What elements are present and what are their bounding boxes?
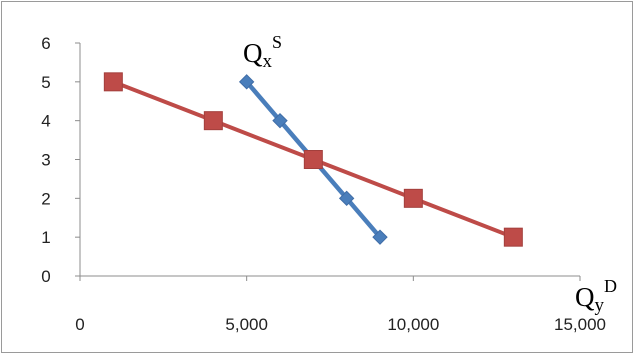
demand-curve-label: QyD — [575, 276, 617, 316]
x-tick-label: 0 — [75, 315, 84, 334]
x-tick-label: 5,000 — [225, 315, 268, 334]
x-tick-label: 10,000 — [387, 315, 439, 334]
series-2-point — [503, 227, 523, 247]
annotation-layer: QxS QyD — [243, 32, 617, 316]
y-tick-label: 2 — [41, 189, 50, 208]
y-tick-label: 4 — [41, 112, 50, 131]
y-tick-label: 3 — [41, 151, 50, 170]
series-2-point — [303, 150, 323, 169]
demand-label-sup: D — [604, 276, 617, 296]
axes: 0 1 2 3 4 5 6 0 5,000 10,000 15,000 — [41, 34, 606, 334]
demand-label-base: Q — [575, 282, 595, 312]
demand-label-sub: y — [595, 295, 605, 316]
supply-curve-label: QxS — [243, 32, 282, 72]
supply-label-sup: S — [272, 32, 282, 52]
supply-label-sub: x — [263, 51, 273, 72]
series-1-point — [238, 74, 255, 90]
series-1-point — [338, 190, 355, 207]
y-tick-label: 5 — [41, 73, 50, 92]
supply-label-base: Q — [243, 38, 263, 68]
series-2-point — [403, 188, 423, 208]
series-1-point — [272, 112, 288, 129]
y-tick-label: 6 — [41, 34, 50, 53]
series-2-point — [203, 111, 223, 131]
x-tick-label: 15,000 — [554, 315, 606, 334]
y-tick-label: 1 — [41, 228, 50, 247]
series-layer — [103, 72, 523, 247]
y-tick-label: 0 — [41, 267, 50, 286]
series-1-point — [372, 229, 388, 245]
series-2-point — [103, 72, 123, 92]
